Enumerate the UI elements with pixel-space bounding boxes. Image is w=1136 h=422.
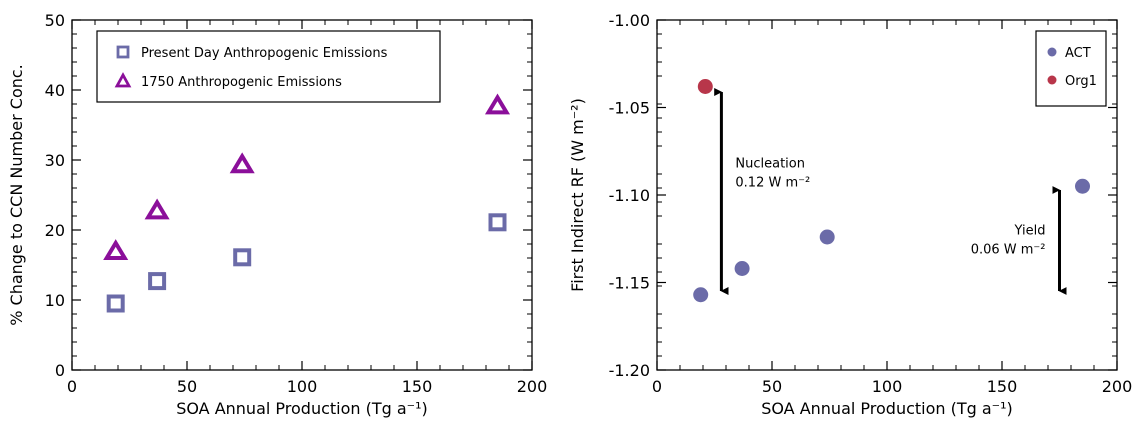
y-tick-label: -1.10 [609, 186, 650, 205]
legend-box [1035, 30, 1107, 107]
legend-swatch-square [116, 45, 130, 59]
x-tick-label: 50 [177, 377, 197, 396]
y-tick-label: -1.20 [609, 361, 650, 380]
legend-label: Present Day Anthropogenic Emissions [141, 46, 388, 61]
y-axis-title: First Indirect RF (W m⁻²) [568, 98, 587, 292]
data-point-circle [819, 229, 835, 245]
x-tick-label: 200 [517, 377, 548, 396]
legend-label: ACT [1065, 46, 1091, 61]
legend-label: 1750 Anthropogenic Emissions [141, 75, 342, 90]
data-point-square [106, 294, 125, 313]
data-point-triangle [229, 152, 255, 174]
y-axis-title: % Change to CCN Number Conc. [7, 64, 26, 326]
annotation-label: Nucleation [735, 157, 805, 172]
x-tick-label: 200 [1102, 377, 1133, 396]
y-tick-label: 20 [45, 221, 65, 240]
y-tick-label: 0 [55, 361, 65, 380]
x-axis-title: SOA Annual Production (Tg a⁻¹) [176, 399, 428, 418]
annotation-value: 0.12 W m⁻² [735, 176, 810, 191]
y-tick-label: 50 [45, 11, 65, 30]
data-point-circle [734, 261, 750, 276]
data-point-square [148, 272, 167, 291]
legend-swatch-circle [1047, 75, 1057, 85]
x-tick-label: 100 [287, 377, 318, 396]
chart-left: 0 50 100 150 200 0 10 20 30 40 50 SOA Annual Produc… [7, 11, 547, 418]
x-tick-label: 150 [402, 377, 433, 396]
y-tick-label: 40 [45, 81, 65, 100]
legend-swatch-triangle [114, 72, 132, 88]
data-point-circle [693, 287, 709, 303]
legend-swatch-circle [1047, 47, 1057, 57]
legend-box [96, 30, 441, 103]
y-tick-label: -1.05 [609, 99, 650, 118]
chart-right: 0 50 100 150 200 -1.20 -1.15 -1.10 -1.05 -1.00 SOA… [568, 11, 1132, 418]
data-point-triangle [103, 239, 129, 260]
data-point-triangle [484, 93, 511, 115]
data-point-triangle [144, 198, 170, 220]
x-tick-label: 100 [872, 377, 903, 396]
legend-label: Org1 [1065, 74, 1097, 89]
x-tick-label: 0 [652, 377, 662, 396]
data-point-square [488, 213, 507, 232]
annotation-label: Yield [1014, 224, 1046, 239]
y-tick-label: 10 [45, 291, 65, 310]
x-tick-label: 150 [987, 377, 1018, 396]
data-point-square [233, 248, 252, 267]
data-point-circle [697, 79, 713, 94]
x-axis-title: SOA Annual Production (Tg a⁻¹) [761, 399, 1013, 418]
data-point-circle [1075, 178, 1090, 194]
y-tick-label: -1.00 [609, 11, 650, 30]
annotation-value: 0.06 W m⁻² [971, 243, 1046, 258]
y-tick-label: 30 [45, 151, 65, 170]
y-tick-label: -1.15 [609, 274, 650, 293]
x-tick-label: 0 [67, 377, 77, 396]
x-tick-label: 50 [762, 377, 782, 396]
